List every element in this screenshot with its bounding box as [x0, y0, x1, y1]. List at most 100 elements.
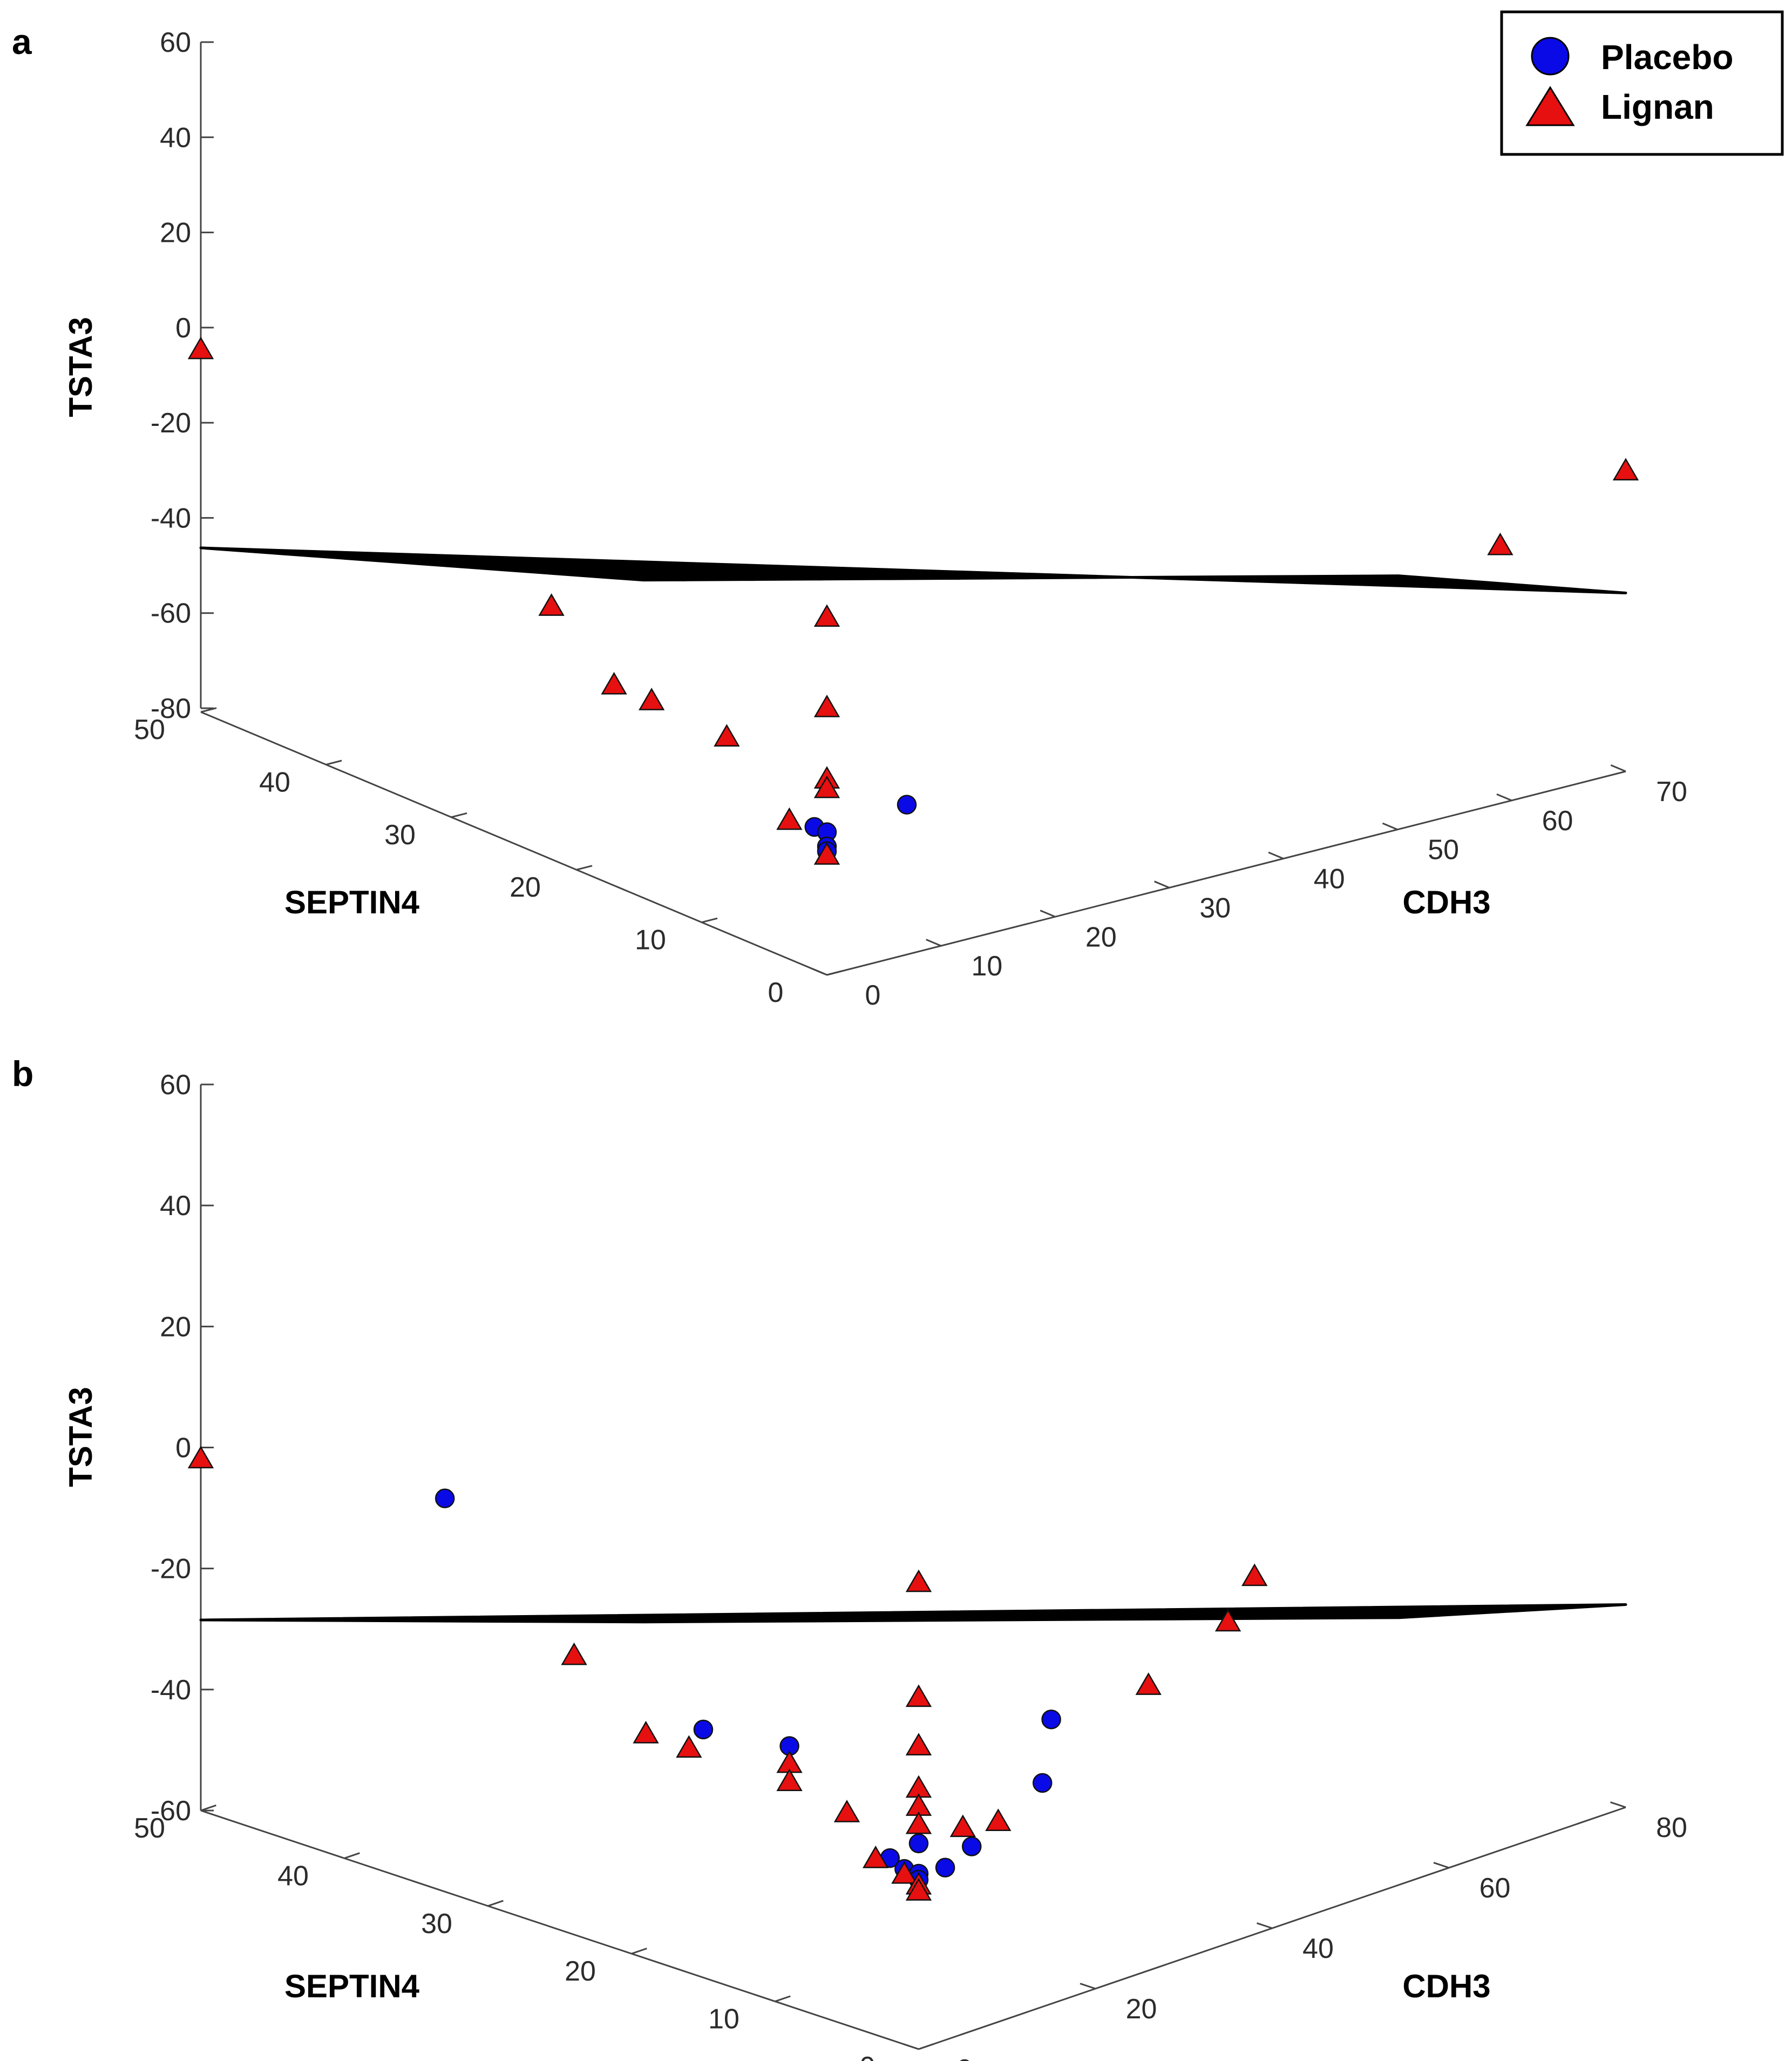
septin4-tick-mark — [775, 1995, 791, 2003]
lignan-point — [905, 1811, 932, 1834]
lignan-point — [776, 807, 803, 830]
placebo-point — [1033, 1773, 1053, 1793]
septin4-axis-label: SEPTIN4 — [284, 1968, 420, 2004]
cdh3-tick-label: 60 — [1542, 805, 1573, 837]
cdh3-tick-label: 80 — [1656, 1812, 1687, 1843]
legend-marker-placebo — [1531, 37, 1570, 76]
placebo-point — [897, 795, 917, 815]
cdh3-tick-mark — [926, 939, 942, 947]
cdh3-tick-mark — [903, 2043, 919, 2050]
cdh3-tick-mark — [1257, 1922, 1273, 1929]
septin4-tick-label: 0 — [860, 2051, 875, 2061]
septin4-axis-line — [200, 1809, 919, 2050]
lignan-point — [833, 1800, 860, 1822]
cdh3-tick-label: 60 — [1479, 1873, 1511, 1904]
septin4-tick-label: 20 — [565, 1956, 596, 1987]
panel-label-a: a — [12, 22, 32, 62]
tsta3-tick-label: 20 — [160, 218, 191, 249]
cdh3-tick-mark — [1382, 822, 1398, 831]
septin4-tick-mark — [451, 812, 467, 818]
lignan-point — [538, 593, 565, 616]
septin4-tick-mark — [200, 1804, 216, 1812]
lignan-point — [949, 1814, 976, 1838]
placebo-point — [435, 1488, 455, 1508]
tsta3-tick-label: 40 — [160, 122, 191, 153]
lignan-point — [863, 1845, 889, 1868]
septin4-tick-label: 30 — [421, 1908, 452, 1940]
cdh3-tick-label: 20 — [1126, 1994, 1157, 2025]
cdh3-tick-label: 10 — [972, 951, 1003, 982]
cdh3-axis-line — [826, 770, 1626, 976]
tsta3-tick-label: 20 — [160, 1311, 191, 1343]
lignan-point — [1612, 458, 1639, 480]
placebo-point — [935, 1857, 955, 1878]
lignan-point — [714, 724, 740, 747]
septin4-tick-label: 40 — [277, 1860, 309, 1891]
lignan-point — [905, 1878, 932, 1901]
tsta3-tick-label: 0 — [175, 313, 191, 344]
lignan-point — [813, 842, 840, 865]
legend-label-lignan: Lignan — [1601, 87, 1714, 126]
placebo-point — [962, 1836, 982, 1856]
lignan-point — [187, 336, 214, 360]
septin4-tick-label: 30 — [384, 819, 416, 851]
legend-marker-lignan — [1525, 86, 1575, 126]
tsta3-tick-label: 60 — [160, 27, 191, 58]
septin4-tick-mark — [200, 707, 217, 713]
panel-label-b: b — [12, 1054, 33, 1094]
lignan-point — [813, 604, 840, 627]
lignan-point — [985, 1808, 1012, 1831]
tsta3-axis-label: TSTA3 — [63, 317, 99, 417]
cdh3-tick-mark — [1496, 793, 1512, 802]
septin4-tick-label: 20 — [510, 872, 541, 903]
lignan-point — [561, 1642, 587, 1665]
cdh3-tick-label: 30 — [1199, 892, 1231, 924]
septin4-tick-label: 50 — [134, 714, 165, 745]
septin4-tick-label: 10 — [635, 925, 666, 956]
septin4-tick-label: 50 — [134, 1813, 165, 1844]
septin4-tick-label: 40 — [259, 767, 290, 798]
tsta3-tick-label: 0 — [175, 1433, 191, 1464]
cdh3-tick-label: 50 — [1428, 835, 1459, 866]
cdh3-tick-mark — [1610, 764, 1626, 772]
septin4-axis-label: SEPTIN4 — [284, 884, 420, 920]
septin4-tick-mark — [576, 865, 593, 871]
cdh3-tick-label: 0 — [865, 980, 881, 1011]
lignan-point — [813, 694, 840, 717]
lignan-point — [891, 1861, 918, 1884]
tsta3-tick-label: 40 — [160, 1190, 191, 1222]
tsta3-tick-label: 60 — [160, 1069, 191, 1101]
lignan-point — [633, 1720, 659, 1744]
legend-label-placebo: Placebo — [1601, 38, 1733, 77]
tsta3-tick-label: -60 — [151, 1795, 191, 1827]
septin4-tick-mark — [487, 1900, 504, 1907]
tsta3-tick-label: -20 — [151, 408, 191, 439]
cdh3-tick-label: 40 — [1314, 864, 1345, 895]
cdh3-tick-mark — [811, 968, 827, 976]
tsta3-tick-label: -60 — [151, 598, 191, 629]
lignan-point — [1241, 1563, 1268, 1587]
lignan-point — [187, 1446, 214, 1469]
cdh3-tick-mark — [1268, 851, 1284, 859]
lignan-point — [1135, 1672, 1162, 1695]
lignan-point — [1214, 1609, 1241, 1632]
septin4-tick-label: 0 — [768, 977, 784, 1008]
cdh3-tick-label: 70 — [1656, 776, 1687, 808]
lignan-point — [601, 672, 627, 695]
septin4-tick-mark — [826, 970, 843, 976]
cdh3-tick-mark — [1080, 1983, 1096, 1990]
legend-box — [1500, 10, 1784, 156]
cdh3-tick-label: 40 — [1302, 1933, 1334, 1964]
placebo-point — [908, 1833, 929, 1854]
cdh3-tick-mark — [1433, 1862, 1449, 1869]
tsta3-tick-label: -20 — [151, 1554, 191, 1585]
tsta3-tick-label: -40 — [151, 1674, 191, 1706]
tsta3-tick-label: -40 — [151, 503, 191, 534]
septin4-tick-mark — [631, 1948, 647, 1955]
cdh3-tick-label: 20 — [1085, 921, 1117, 953]
lignan-point — [676, 1735, 702, 1758]
placebo-point — [1041, 1709, 1061, 1730]
